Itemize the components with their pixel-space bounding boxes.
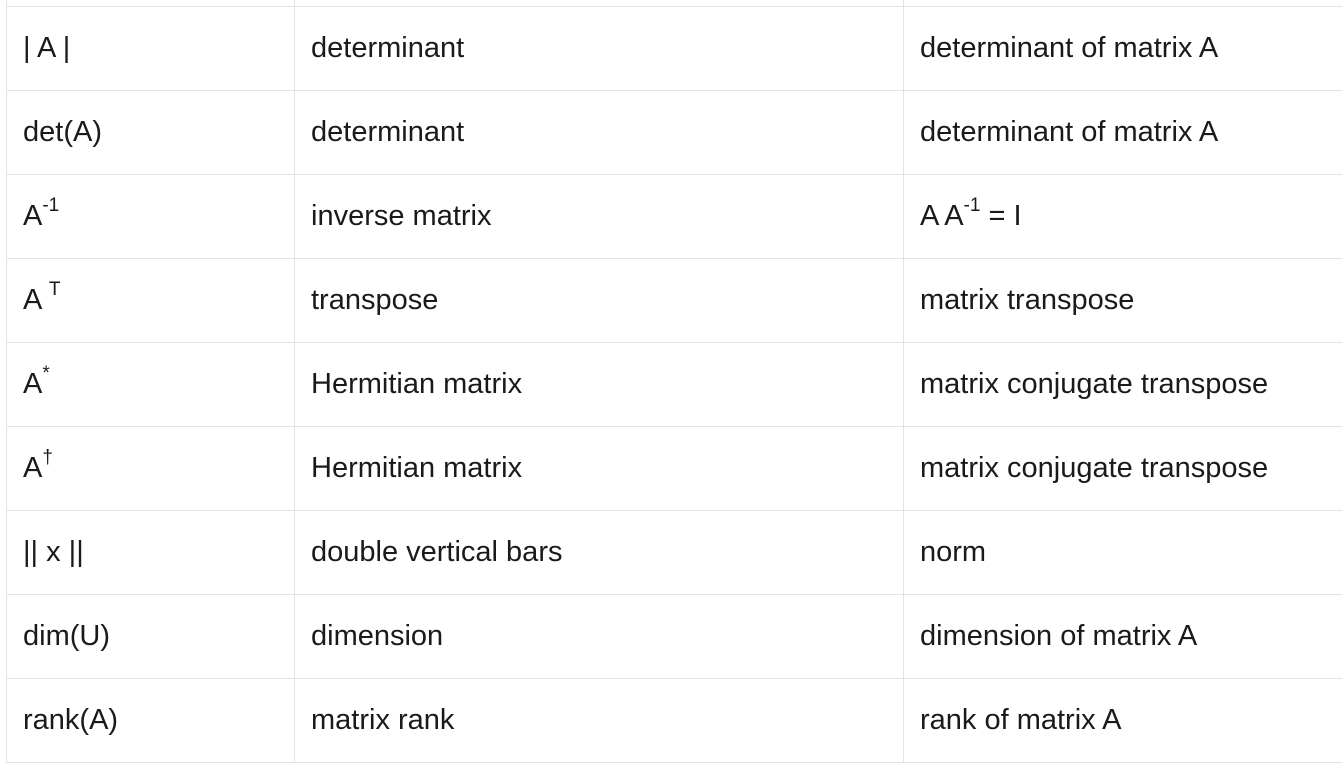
symbol-name: double vertical bars — [311, 536, 563, 568]
symbol-cell: || x || — [6, 510, 295, 595]
symbol-name: inverse matrix — [311, 200, 492, 232]
symbol-superscript: T — [48, 279, 61, 301]
table-body: | A | determinant determinant of matrix … — [6, 0, 1342, 763]
table-row: A* Hermitian matrix matrix conjugate tra… — [6, 342, 1342, 427]
symbol-name-cell: determinant — [294, 90, 904, 175]
symbol-name-cell: inverse matrix — [294, 174, 904, 259]
symbol-name: Hermitian matrix — [311, 452, 523, 484]
meaning-cell: rank of matrix A — [903, 678, 1342, 763]
symbol-base: A — [23, 368, 43, 400]
symbol-name-cell: Hermitian matrix — [294, 342, 904, 427]
symbol-table-container: | A | determinant determinant of matrix … — [6, 0, 1342, 763]
symbol-base: A — [23, 452, 43, 484]
meaning-base: determinant of matrix A — [920, 116, 1219, 148]
symbol-base: dim(U) — [23, 620, 110, 652]
symbol-base: || x || — [23, 536, 84, 568]
meaning-base: matrix conjugate transpose — [920, 452, 1269, 484]
table-row: det(A) determinant determinant of matrix… — [6, 90, 1342, 175]
symbol-name: Hermitian matrix — [311, 368, 523, 400]
meaning-base: rank of matrix A — [920, 704, 1122, 736]
meaning-base: A A — [920, 200, 964, 232]
symbol-cell: A T — [6, 258, 295, 343]
symbol-cell: A-1 — [6, 174, 295, 259]
symbol-name-cell: determinant — [294, 6, 904, 91]
meaning-cell: determinant of matrix A — [903, 90, 1342, 175]
meaning-cell: determinant of matrix A — [903, 6, 1342, 91]
symbol-name: determinant — [311, 32, 465, 64]
symbol-name: matrix rank — [311, 704, 455, 736]
symbol-superscript: -1 — [42, 195, 60, 217]
table-row: A-1 inverse matrix A A-1 = I — [6, 174, 1342, 259]
symbol-name-cell: matrix rank — [294, 678, 904, 763]
meaning-cell: A A-1 = I — [903, 174, 1342, 259]
meaning-base: determinant of matrix A — [920, 32, 1219, 64]
meaning-cell: matrix transpose — [903, 258, 1342, 343]
symbol-base: A — [23, 284, 49, 316]
meaning-cell: dimension of matrix A — [903, 594, 1342, 679]
symbol-cell: dim(U) — [6, 594, 295, 679]
symbol-base: | A | — [23, 32, 71, 64]
symbol-cell: | A | — [6, 6, 295, 91]
meaning-cell: matrix conjugate transpose — [903, 342, 1342, 427]
meaning-cell: matrix conjugate transpose — [903, 426, 1342, 511]
symbol-base: det(A) — [23, 116, 102, 148]
symbol-cell: A* — [6, 342, 295, 427]
meaning-base: norm — [920, 536, 987, 568]
table-row: || x || double vertical bars norm — [6, 510, 1342, 595]
symbol-cell: det(A) — [6, 90, 295, 175]
symbol-base: rank(A) — [23, 704, 119, 736]
meaning-suffix: = I — [980, 200, 1022, 232]
symbol-name-cell: Hermitian matrix — [294, 426, 904, 511]
meaning-base: matrix transpose — [920, 284, 1135, 316]
table-row: | A | determinant determinant of matrix … — [6, 6, 1342, 91]
symbol-name-cell: transpose — [294, 258, 904, 343]
symbol-cell: A† — [6, 426, 295, 511]
symbol-superscript: * — [42, 363, 50, 385]
meaning-base: dimension of matrix A — [920, 620, 1198, 652]
symbol-name: determinant — [311, 116, 465, 148]
meaning-base: matrix conjugate transpose — [920, 368, 1269, 400]
symbol-base: A — [23, 200, 43, 232]
symbol-name: transpose — [311, 284, 439, 316]
symbol-name-cell: dimension — [294, 594, 904, 679]
table-row: rank(A) matrix rank rank of matrix A — [6, 678, 1342, 763]
symbol-name: dimension — [311, 620, 444, 652]
linear-algebra-symbols-table: | A | determinant determinant of matrix … — [6, 0, 1342, 763]
meaning-cell: norm — [903, 510, 1342, 595]
symbol-name-cell: double vertical bars — [294, 510, 904, 595]
table-row: A T transpose matrix transpose — [6, 258, 1342, 343]
symbol-cell: rank(A) — [6, 678, 295, 763]
meaning-superscript: -1 — [963, 195, 981, 217]
symbol-superscript: † — [42, 447, 53, 469]
table-row: A† Hermitian matrix matrix conjugate tra… — [6, 426, 1342, 511]
table-row: dim(U) dimension dimension of matrix A — [6, 594, 1342, 679]
